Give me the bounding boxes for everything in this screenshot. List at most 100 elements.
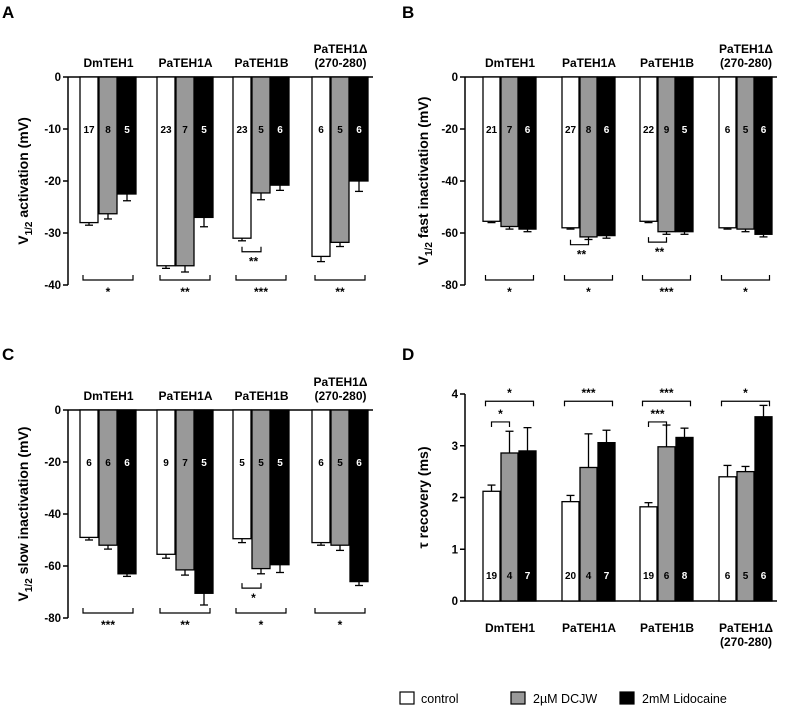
n-count-label: 8: [682, 571, 688, 582]
y-tick-label: 0: [452, 596, 458, 608]
significance-label: **: [577, 248, 587, 262]
n-count-label: 7: [182, 458, 188, 469]
group-label: PaTEH1Δ: [314, 42, 368, 56]
y-axis-label-rest: activation (mV): [15, 117, 31, 221]
significance-bracket: [647, 421, 668, 427]
group-label-line2: (270-280): [314, 389, 366, 403]
y-tick-label: -40: [44, 509, 61, 521]
panel-letter: C: [2, 345, 14, 364]
bar-control: [561, 76, 580, 229]
n-count-label: 9: [664, 125, 670, 136]
bar-dcjw: [175, 409, 195, 571]
y-tick-label: 4: [452, 389, 459, 401]
y-axis-label-main: V: [415, 255, 431, 265]
n-count-label: 19: [643, 571, 655, 582]
significance-label: *: [507, 386, 512, 400]
group-label: PaTEH1A: [158, 56, 212, 70]
legend-label: 2µM DCJW: [533, 692, 597, 706]
significance-label: **: [180, 285, 190, 299]
y-tick-label: 2: [452, 493, 458, 505]
bar-control: [639, 76, 658, 222]
group-label: PaTEH1B: [234, 56, 288, 70]
n-count-label: 17: [83, 125, 95, 136]
significance-bracket: [641, 400, 692, 407]
significance-label: **: [655, 245, 665, 259]
y-tick-label: 3: [452, 441, 458, 453]
significance-bracket: [241, 246, 262, 253]
significance-label: ***: [659, 386, 673, 400]
significance-bracket: [235, 275, 287, 281]
bar-control: [561, 500, 580, 602]
group-label-line2: (270-280): [314, 56, 366, 70]
significance-label: *: [259, 618, 264, 632]
n-count-label: 7: [507, 125, 513, 136]
n-count-label: 8: [586, 125, 592, 136]
panel-letter: B: [402, 3, 414, 22]
bar-control: [232, 409, 252, 540]
significance-label: *: [586, 285, 591, 299]
n-count-label: 5: [743, 125, 749, 136]
significance-bracket: [563, 400, 614, 407]
bar-lidocaine: [518, 76, 537, 230]
legend: control 2µM DCJW 2mM Lidocaine: [399, 691, 727, 706]
significance-label: **: [335, 285, 345, 299]
group-label: PaTEH1B: [234, 389, 288, 403]
significance-bracket: [159, 608, 211, 614]
group-label: PaTEH1B: [640, 56, 694, 70]
significance-label: ***: [659, 285, 673, 299]
legend-swatch: [619, 691, 635, 705]
y-tick-label: -40: [44, 280, 61, 292]
bar-control: [482, 76, 501, 222]
bar-control: [232, 76, 252, 239]
significance-bracket: [241, 583, 262, 589]
significance-label: ***: [101, 618, 115, 632]
y-tick-label: 0: [55, 72, 61, 84]
n-count-label: 6: [525, 125, 531, 136]
n-count-label: 4: [507, 571, 513, 582]
legend-label: 2mM Lidocaine: [642, 692, 727, 706]
y-axis-label-rest: slow inactivation (mV): [15, 427, 31, 579]
y-axis-label-subscript: 1/2: [424, 242, 435, 256]
y-tick-label: -60: [44, 561, 61, 573]
bar-dcjw: [657, 76, 676, 233]
y-axis-label-main: V: [15, 591, 31, 601]
y-tick-label: -20: [44, 457, 61, 469]
panel-d: D 0 1 2 3 4 τ recovery (ms) 19 20 19 6 4 4 6 5 7 7 8 6 DmTE…: [402, 345, 777, 649]
bar-dcjw: [330, 76, 350, 244]
bar-dcjw: [98, 76, 118, 215]
panel-b: B 0 -20 -40 -60 -80 V1/2 fast inactivation (mV…: [402, 3, 777, 299]
significance-bracket: [484, 275, 535, 281]
significance-bracket: [563, 275, 614, 281]
significance-bracket: [235, 608, 287, 614]
significance-label: **: [180, 618, 190, 632]
n-count-label: 6: [725, 571, 731, 582]
bar-control: [311, 76, 331, 258]
significance-label: **: [249, 255, 259, 269]
n-count-label: 5: [239, 458, 245, 469]
bar-lidocaine: [194, 76, 214, 219]
n-count-label: 22: [643, 125, 655, 136]
n-count-label: 6: [124, 458, 130, 469]
n-count-label: 8: [105, 125, 111, 136]
n-count-label: 6: [277, 125, 283, 136]
significance-bracket: [490, 421, 511, 427]
group-label: DmTEH1: [485, 621, 535, 635]
bar-dcjw: [251, 409, 271, 570]
n-count-label: 5: [124, 125, 130, 136]
y-axis-label: V1/2 fast inactivation (mV): [415, 97, 435, 266]
significance-bracket: [82, 608, 134, 614]
n-count-label: 6: [318, 125, 324, 136]
bar-dcjw: [736, 76, 755, 230]
group-label: PaTEH1B: [640, 621, 694, 635]
n-count-label: 6: [318, 458, 324, 469]
bar-control: [482, 490, 501, 602]
group-label: PaTEH1A: [562, 621, 616, 635]
bar-control: [718, 76, 737, 229]
group-label: PaTEH1Δ: [314, 375, 368, 389]
n-count-label: 6: [725, 125, 731, 136]
y-axis-label-subscript: 1/2: [24, 578, 35, 592]
significance-label: ***: [581, 386, 595, 400]
y-axis-label-main: τ recovery (ms): [415, 447, 431, 549]
n-count-label: 20: [565, 571, 577, 582]
